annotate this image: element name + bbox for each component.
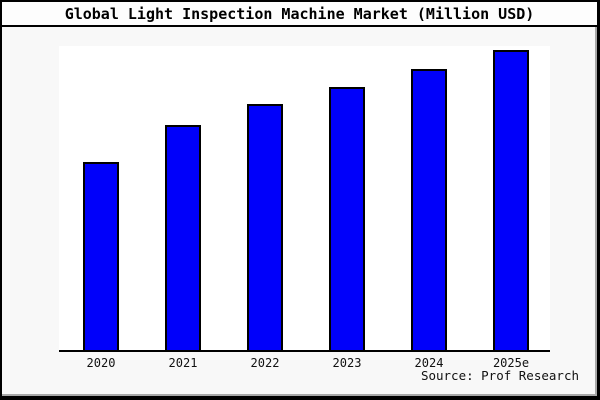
plot-area [59, 46, 550, 352]
x-tick-label-2021: 2021 [168, 356, 198, 370]
x-tick-label-2020: 2020 [86, 356, 116, 370]
x-tick-label-2022: 2022 [250, 356, 280, 370]
x-tick-label-2023: 2023 [332, 356, 362, 370]
bar-2023 [329, 87, 365, 350]
x-tick-label-2024: 2024 [414, 356, 444, 370]
bar-2022 [247, 104, 283, 350]
bar-2020 [83, 162, 119, 350]
bar-2021 [165, 125, 201, 350]
source-note: Source: Prof Research [420, 368, 579, 383]
x-axis: 2020 2021 2022 2023 2024 2025e [59, 356, 550, 370]
bar-2024 [411, 69, 447, 350]
bar-2025e [493, 50, 529, 350]
chart-title: Global Light Inspection Machine Market (… [2, 2, 597, 27]
x-tick-label-2025e: 2025e [492, 356, 530, 370]
